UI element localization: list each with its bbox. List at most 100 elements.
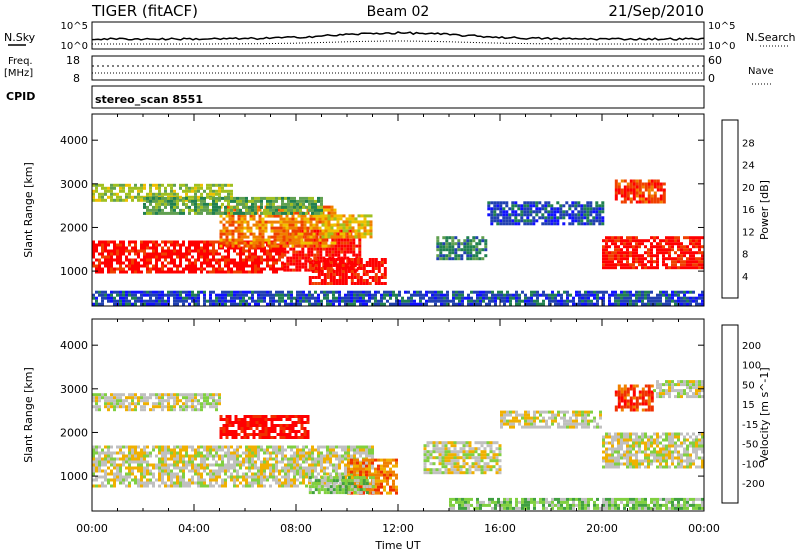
- power-cell: [490, 219, 494, 223]
- power-cell: [332, 279, 336, 282]
- power-cell: [134, 195, 137, 199]
- power-cell: [638, 260, 641, 264]
- velocity-cell: [188, 405, 191, 409]
- velocity-cell: [185, 451, 188, 455]
- velocity-cell: [365, 460, 368, 464]
- power-cell: [326, 302, 329, 306]
- power-cell: [343, 247, 347, 251]
- power-cell: [662, 260, 665, 264]
- velocity-cell: [257, 445, 260, 449]
- velocity-cell: [176, 478, 179, 482]
- power-cell: [312, 226, 316, 230]
- power-cell: [311, 302, 314, 306]
- power-cell: [629, 302, 632, 306]
- power-cell: [644, 302, 647, 306]
- power-cell: [551, 293, 554, 297]
- velocity-cell: [275, 475, 278, 479]
- power-cell: [176, 199, 179, 203]
- velocity-cell: [275, 478, 278, 482]
- power-cell: [481, 236, 485, 240]
- power-cell: [101, 299, 104, 303]
- power-cell: [110, 261, 113, 265]
- velocity-cell: [104, 469, 107, 473]
- velocity-cell: [185, 448, 188, 452]
- power-cell: [197, 290, 200, 294]
- velocity-cell: [167, 469, 170, 473]
- power-cell: [233, 264, 236, 268]
- power-cell: [182, 202, 185, 206]
- velocity-cell: [188, 460, 191, 464]
- velocity-cell: [296, 448, 299, 452]
- power-cell: [535, 210, 539, 214]
- velocity-cell: [218, 399, 221, 403]
- power-cell: [170, 252, 173, 256]
- velocity-cell: [269, 457, 272, 461]
- power-cell: [548, 296, 551, 300]
- power-cell: [249, 217, 253, 221]
- power-cell: [221, 183, 224, 187]
- velocity-cell: [260, 466, 263, 470]
- power-cell: [344, 282, 348, 285]
- power-cell: [487, 204, 491, 208]
- power-cell: [300, 226, 304, 230]
- power-cell: [401, 302, 404, 306]
- power-cell: [215, 270, 218, 274]
- power-cell: [158, 270, 161, 274]
- power-cell: [251, 211, 254, 215]
- power-cell: [431, 293, 434, 297]
- power-cell: [611, 302, 614, 306]
- power-cell: [233, 258, 236, 262]
- power-cell: [239, 196, 242, 200]
- velocity-cell: [218, 445, 221, 449]
- power-cell: [365, 282, 369, 285]
- velocity-cell: [155, 463, 158, 467]
- power-cell: [641, 293, 644, 297]
- power-cell: [550, 222, 554, 226]
- power-cell: [330, 208, 334, 212]
- power-cell: [614, 302, 617, 306]
- power-cell: [596, 293, 599, 297]
- power-cell: [236, 202, 239, 206]
- power-cell: [188, 243, 191, 247]
- power-cell: [647, 188, 651, 192]
- velocity-cell: [203, 478, 206, 482]
- power-cell: [626, 194, 630, 198]
- velocity-cell: [237, 418, 241, 421]
- power-cell: [701, 299, 704, 303]
- power-cell: [137, 249, 140, 253]
- velocity-cell: [179, 451, 182, 455]
- velocity-cell: [320, 445, 323, 449]
- velocity-cell: [161, 393, 164, 397]
- power-cell: [641, 194, 645, 198]
- power-cell: [143, 202, 146, 206]
- power-cell: [674, 251, 677, 255]
- velocity-cell: [215, 408, 218, 412]
- power-cell: [635, 260, 638, 264]
- velocity-cell: [248, 463, 251, 467]
- power-cell: [350, 302, 353, 306]
- power-cell: [137, 290, 140, 294]
- power-cell: [668, 257, 671, 261]
- velocity-cell: [170, 451, 173, 455]
- power-cell: [294, 232, 298, 236]
- velocity-cell: [311, 472, 314, 476]
- power-cell: [592, 216, 596, 220]
- power-cell: [296, 208, 299, 212]
- velocity-cell: [167, 402, 170, 406]
- power-cell: [270, 220, 274, 224]
- power-cell: [173, 196, 176, 200]
- power-cell: [419, 299, 422, 303]
- velocity-cell: [161, 454, 164, 458]
- power-cell: [128, 299, 131, 303]
- velocity-cell: [299, 472, 302, 476]
- velocity-cell: [173, 405, 176, 409]
- power-cell: [176, 264, 179, 268]
- power-cell: [674, 239, 677, 243]
- velocity-cell: [116, 396, 119, 400]
- power-cell: [692, 254, 695, 258]
- velocity-cell: [164, 460, 167, 464]
- power-cell: [626, 296, 629, 300]
- power-cell: [299, 293, 302, 297]
- power-cell: [592, 222, 596, 226]
- velocity-cell: [107, 454, 110, 458]
